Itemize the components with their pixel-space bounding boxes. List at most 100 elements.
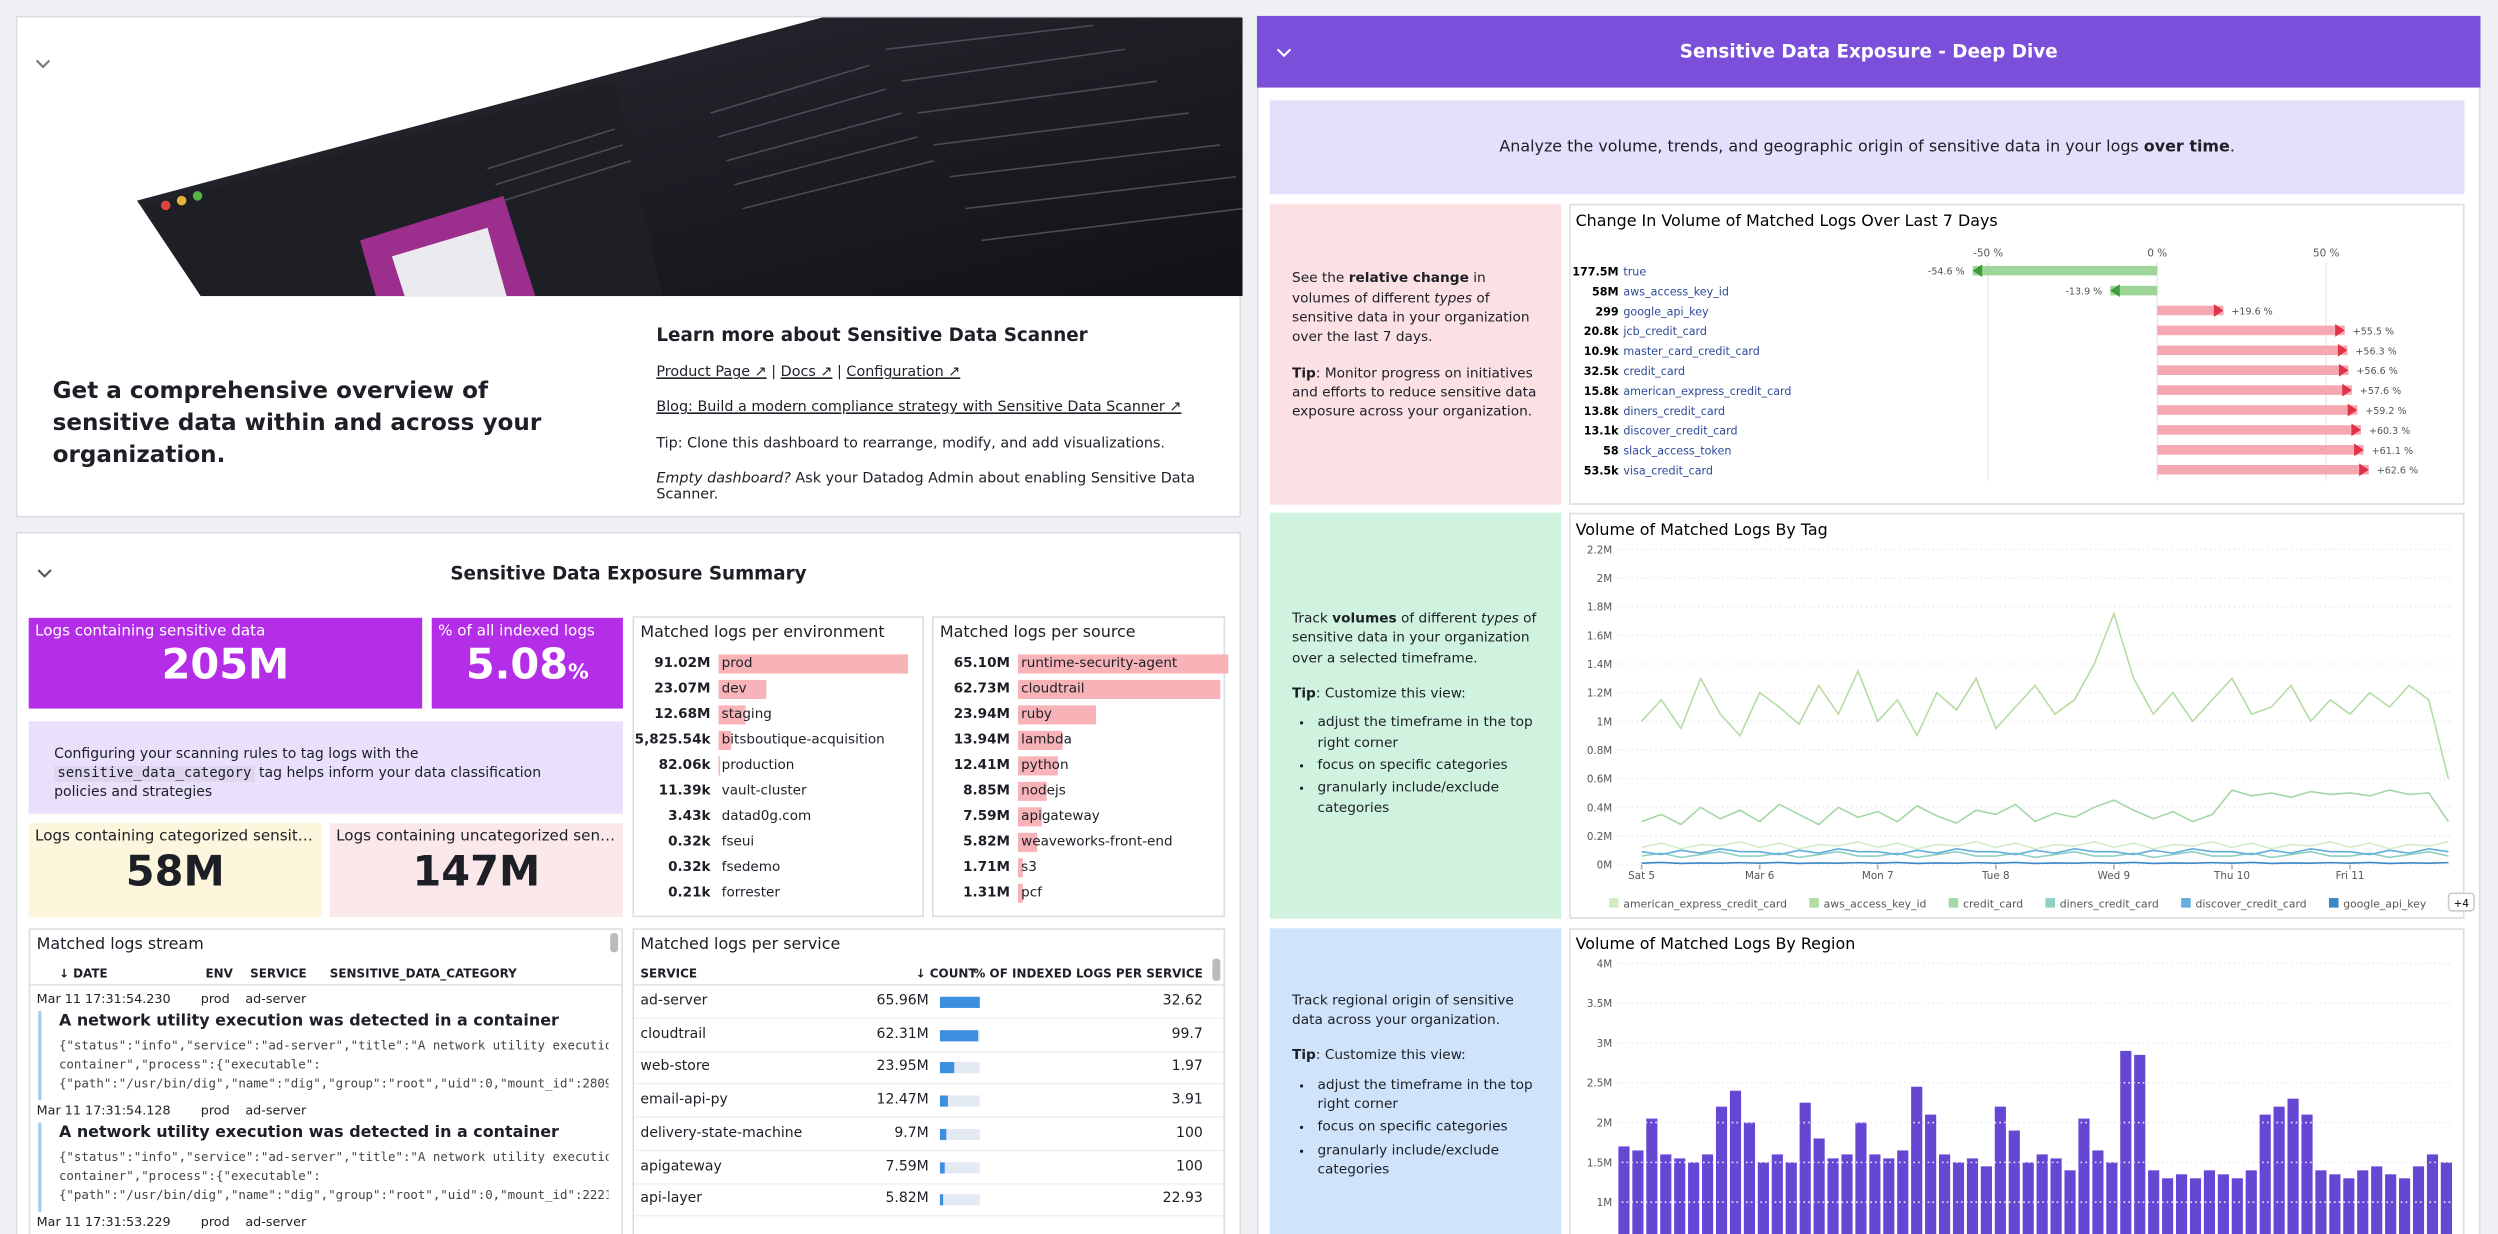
log-service: ad-server (245, 992, 307, 1007)
bar (2008, 1130, 2020, 1234)
tip-text: of sensitive data in your organization o… (1292, 611, 1537, 667)
kpi-uncategorized: Logs containing uncategorized sensiti...… (329, 823, 623, 918)
toplist-row: 13.94M lambda (934, 729, 1224, 751)
y-tick-label: 1.2M (1587, 688, 1612, 700)
tip-text: Tip (1292, 1048, 1316, 1065)
column-header: ENV (205, 966, 233, 981)
tip-text: : Customize this view: (1315, 686, 1466, 703)
change-arrow (2335, 324, 2345, 337)
y-tick-label: 4M (1597, 958, 1613, 970)
bar (2426, 1154, 2439, 1234)
empty-rest: Ask your Datadog Admin about enabling Se… (656, 471, 1195, 504)
link[interactable]: Configuration ↗ (846, 364, 961, 381)
change-bar (2157, 425, 2361, 435)
category-label: master_card_credit_card (1623, 345, 1760, 358)
percent: 100 (1176, 1158, 1203, 1175)
row-value: 5.82M (963, 834, 1011, 851)
bar (718, 730, 731, 750)
tip-paragraph: Track volumes of different types of sens… (1292, 610, 1539, 669)
row-value: 12.41M (953, 757, 1011, 774)
volume-label: 299 (1595, 305, 1618, 318)
tip-list: adjust the timeframe in the top right co… (1292, 714, 1539, 821)
log-env: prod (200, 992, 230, 1007)
tip-bullet: focus on specific categories (1317, 1118, 1538, 1138)
legend-label: credit_card (1963, 898, 2023, 911)
y-tick-label: 0.8M (1587, 745, 1612, 757)
legend-more-box[interactable] (2447, 892, 2475, 912)
tip-text: in volumes of different (1292, 271, 1486, 307)
log-env: prod (200, 1214, 230, 1230)
y-tick-label: 2M (1597, 1118, 1613, 1130)
row-value: 13.94M (953, 732, 1011, 749)
link[interactable]: Product Page ↗ (656, 364, 767, 381)
legend-swatch (1948, 898, 1959, 908)
legend-swatch (1809, 898, 1819, 908)
count-label: 62.31M (876, 1026, 929, 1043)
tip-text: Track (1292, 611, 1333, 628)
toplist-row: 5.82M weaveworks-front-end (934, 831, 1224, 853)
y-tick-label: 3.5M (1587, 998, 1612, 1010)
percent: 22.93 (1162, 1191, 1203, 1208)
note-text: tag helps inform your data classificatio… (54, 765, 542, 801)
count-bar (939, 1128, 946, 1140)
row-name: cloudtrail (1021, 681, 1085, 698)
bar (1757, 1162, 1769, 1234)
bar (2092, 1150, 2104, 1234)
y-tick-label: 1.5M (1587, 1157, 1612, 1169)
tip-bullet: focus on specific categories (1317, 756, 1538, 776)
deep-dive-header: Sensitive Data Exposure - Deep Dive (1256, 15, 2481, 88)
volume-label: 13.1k (1584, 425, 1619, 438)
toplist-row: 23.07M dev (634, 678, 922, 700)
category-label: discover_credit_card (1623, 425, 1737, 438)
toplist-row: 12.41M python (934, 755, 1224, 777)
category-label: true (1623, 265, 1646, 278)
bar (1841, 1154, 1853, 1234)
row-value: 62.73M (953, 681, 1011, 698)
change-bar (2157, 385, 2352, 395)
percent: 32.62 (1162, 993, 1203, 1010)
bar (1646, 1118, 1658, 1234)
count-track (939, 1194, 980, 1206)
link[interactable]: Docs ↗ (780, 364, 833, 381)
row-divider (634, 1083, 1224, 1085)
row-divider (634, 1017, 1224, 1020)
count-track (939, 1161, 980, 1173)
scrollbar[interactable] (1212, 958, 1221, 981)
toplist-row: 65.10M runtime-security-agent (934, 653, 1229, 675)
log-json: {"path":"/usr/bin/dig","name":"dig","gro… (58, 1076, 609, 1091)
bar (1017, 781, 1047, 801)
row-divider (634, 1116, 1224, 1118)
blog-link[interactable]: Blog: Build a modern compliance strategy… (656, 399, 1182, 416)
change-arrow (2110, 284, 2120, 297)
y-tick-label: 2.5M (1587, 1078, 1612, 1090)
service-table: Matched logs per service SERVICE ↓ COUNT%… (632, 928, 1226, 1234)
tip-text: volumes (1332, 611, 1397, 628)
bar (2329, 1174, 2341, 1234)
tip-panel: Track regional origin of sensitive data … (1269, 928, 1562, 1234)
row-name: weaveworks-front-end (1021, 834, 1173, 851)
toplist-row: 23.94M ruby (934, 704, 1224, 726)
log-accent (38, 1122, 42, 1212)
bar (2301, 1114, 2313, 1234)
bar (1715, 1106, 1728, 1234)
row-divider (634, 1182, 1224, 1184)
row-name: staging (721, 706, 772, 723)
legend-swatch (1609, 898, 1619, 908)
collapse-icon[interactable] (33, 56, 52, 72)
column-header: SERVICE (250, 966, 307, 981)
y-tick-label: 1M (1597, 716, 1613, 728)
change-bar (2157, 405, 2358, 415)
bar (1618, 1146, 1630, 1234)
scrollbar[interactable] (610, 933, 619, 953)
count-bar (939, 1029, 978, 1041)
toplist-env: Matched logs per environment 91.02M prod 2… (632, 616, 924, 918)
overview-panel: Get a comprehensive overview of sensitiv… (15, 15, 1243, 518)
bar (718, 679, 767, 700)
value-label: -13.9 % (2065, 287, 2102, 298)
collapse-icon[interactable] (1274, 45, 1293, 61)
legend-label: google_api_key (2343, 898, 2427, 911)
x-tick-label: Fri 11 (2336, 870, 2365, 882)
collapse-icon[interactable] (35, 565, 54, 581)
bar (2385, 1174, 2397, 1234)
x-tick-label: Mar 6 (1745, 870, 1774, 882)
